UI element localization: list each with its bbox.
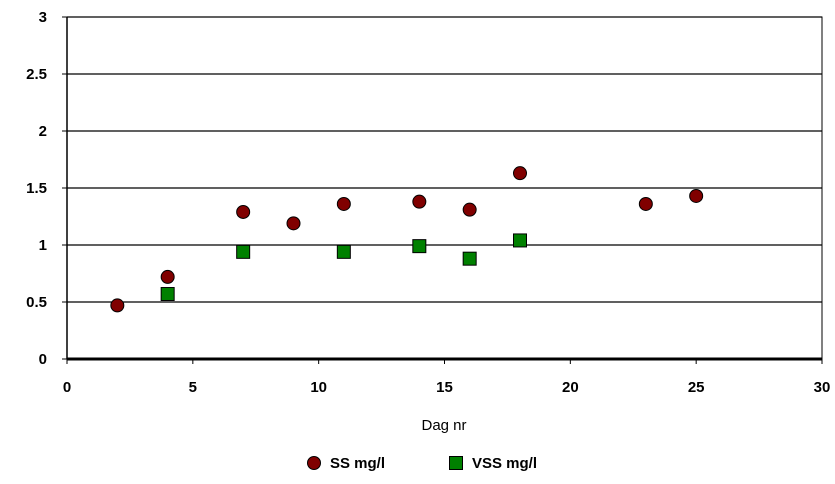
ss-data-point: [160, 269, 175, 284]
y-tick-label: 2: [39, 123, 47, 140]
series-ss: [110, 166, 704, 313]
legend: SS mg/l VSS mg/l: [307, 455, 537, 472]
vss-data-point: [160, 287, 175, 302]
ss-legend-marker: [307, 456, 321, 470]
vss-legend-marker: [449, 456, 463, 470]
vss-data-point: [462, 251, 477, 266]
vss-data-point: [336, 244, 351, 259]
y-tick-label: 1.5: [26, 180, 47, 197]
ss-data-point: [236, 204, 251, 219]
x-tick-label: 25: [688, 379, 705, 396]
ss-data-point: [110, 298, 125, 313]
ss-data-point: [462, 202, 477, 217]
vss-data-point: [236, 244, 251, 259]
y-tick-label: 2.5: [26, 66, 47, 83]
legend-item-ss: SS mg/l: [307, 455, 385, 472]
x-tick-label: 20: [562, 379, 579, 396]
grid-lines: [67, 16, 822, 303]
y-tick-label: 1: [39, 237, 47, 254]
ss-data-point: [412, 194, 427, 209]
tick-labels: 00.511.522.530 5 10 15 20 25 30: [26, 9, 830, 396]
y-tick-label: 3: [39, 9, 47, 26]
vss-data-point: [412, 239, 427, 254]
ss-data-point: [689, 188, 704, 203]
axes: [62, 16, 823, 364]
x-tick-label: 5: [189, 379, 197, 396]
x-tick-label: 30: [814, 379, 831, 396]
x-axis-title: Dag nr: [421, 417, 466, 434]
x-tick-label: 15: [436, 379, 453, 396]
y-tick-label: 0: [39, 351, 47, 368]
ss-data-point: [336, 196, 351, 211]
data-points: [110, 166, 704, 313]
legend-label: SS mg/l: [330, 455, 385, 472]
ss-data-point: [513, 166, 527, 181]
series-vss: [160, 233, 527, 302]
ss-data-point: [286, 216, 301, 231]
x-tick-label: 0: [63, 379, 71, 396]
legend-label: VSS mg/l: [472, 455, 537, 472]
vss-data-point: [513, 233, 527, 248]
ss-data-point: [638, 196, 653, 211]
y-tick-label: 0.5: [26, 294, 47, 311]
legend-item-vss: VSS mg/l: [449, 455, 537, 472]
x-tick-label: 10: [310, 379, 327, 396]
